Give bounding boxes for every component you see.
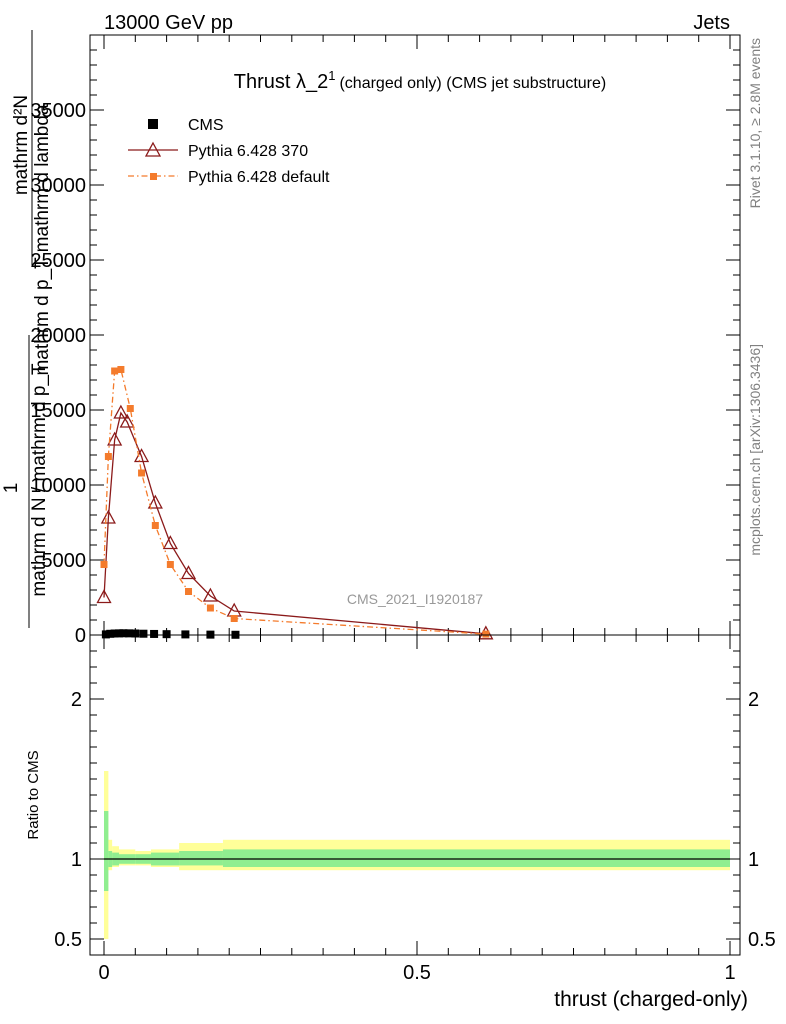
pythia370-point xyxy=(162,535,178,550)
plot-title-main: Thrust λ_2 xyxy=(234,71,328,93)
main-y-tick-label: 0 xyxy=(75,625,86,647)
cms-data-point xyxy=(150,629,159,638)
pythiadefault-point xyxy=(206,604,214,612)
x-axis-label: thrust (charged-only) xyxy=(554,988,748,1011)
header-left-label: 13000 GeV pp xyxy=(104,12,233,34)
mcplots-label: mcplots.cern.ch [arXiv:1306.3436] xyxy=(747,344,763,556)
main-y-tick-label: 20000 xyxy=(30,325,86,347)
pythia370-point xyxy=(100,509,116,524)
ylabel-line-1: mathrm d²N xyxy=(11,95,32,195)
ratio-y-tick-label-left: 0.5 xyxy=(54,929,82,951)
main-y-axis-label: mathrm d²N mathrm d p_T mathrm d lambda … xyxy=(1,30,53,628)
header-right-label: Jets xyxy=(693,12,730,34)
pythiadefault-point xyxy=(166,561,174,568)
pythiadefault-point xyxy=(185,588,193,595)
ylabel-line-4: mathrm d N / mathrm d p_T xyxy=(29,363,50,597)
main-y-tick-label: 35000 xyxy=(30,100,86,122)
cms-data-point xyxy=(162,630,171,639)
pythiadefault-point xyxy=(100,561,108,568)
ratio-inner-band-segment xyxy=(104,811,109,891)
main-y-ticks: 0 5000 10000 15000 20000 25000 30000 35000 xyxy=(30,34,740,647)
main-y-tick-label: 25000 xyxy=(30,250,86,272)
pythiadefault-point xyxy=(117,366,125,373)
rivet-version-label: Rivet 3.1.10, ≥ 2.8M events xyxy=(747,38,763,208)
pythiadefault-point xyxy=(126,405,134,412)
series-line-2 xyxy=(103,368,486,635)
ratio-x-tick-label: 0.5 xyxy=(403,962,431,984)
main-y-tick-label: 15000 xyxy=(30,400,86,422)
pythia370-point xyxy=(96,589,112,604)
pythiadefault-point xyxy=(151,522,159,529)
pythiadefault-point xyxy=(104,453,112,460)
legend-pythiadefault-marker xyxy=(150,173,157,180)
legend-pythiadefault-label: Pythia 6.428 default xyxy=(188,169,330,186)
ratio-y-tick-label-left: 2 xyxy=(71,689,82,711)
ratio-y-tick-label-right: 2 xyxy=(748,689,759,711)
main-y-tick-label: 5000 xyxy=(42,550,87,572)
legend-pythia370-label: Pythia 6.428 370 xyxy=(188,143,308,160)
series-line-1 xyxy=(103,411,486,635)
ratio-inner-band-segment xyxy=(222,849,730,867)
ratio-x-ticks: 0 0.5 1 xyxy=(98,635,736,984)
cms-data-point xyxy=(125,629,134,638)
ratio-y-ticks: 0.5 0.5 1 1 2 2 xyxy=(54,650,776,951)
pythiadefault-point xyxy=(138,469,146,477)
watermark-label: CMS_2021_I1920187 xyxy=(347,591,483,607)
plot-title-rest: (charged only) (CMS jet substructure) xyxy=(339,75,606,92)
pythiadefault-point xyxy=(482,630,490,638)
pythia370-point xyxy=(226,602,242,617)
pythia370-point xyxy=(202,587,219,602)
legend: CMS Pythia 6.428 370 Pythia 6.428 defaul… xyxy=(128,117,330,186)
plot-title-sup: 1 xyxy=(328,68,335,83)
cms-data-point xyxy=(115,629,124,638)
cms-data-point xyxy=(139,629,148,638)
ylabel-line-2: mathrm d p_T mathrm d lambda xyxy=(32,104,53,375)
pythia370-point xyxy=(107,431,123,446)
cms-data-point xyxy=(106,629,115,638)
ylabel-line-3: 1 xyxy=(1,483,22,494)
ratio-plot-frame xyxy=(89,634,741,956)
pythiadefault-point xyxy=(111,367,119,375)
legend-cms-marker xyxy=(148,119,158,129)
cms-data-point xyxy=(101,630,110,639)
ratio-y-tick-label-right: 0.5 xyxy=(748,929,776,951)
ratio-plot-panel: 0.5 0.51 12 2 0 0.5 1 Ratio to CMS thrust (ch… xyxy=(25,634,776,1011)
ratio-y-axis-label: Ratio to CMS xyxy=(25,750,42,839)
pythia370-point xyxy=(119,413,135,428)
cms-data-point xyxy=(119,629,128,638)
cms-data-point xyxy=(110,629,119,638)
pythiadefault-point xyxy=(230,615,238,622)
ratio-uncertainty-bands xyxy=(104,771,730,939)
ratio-x-tick-label: 0 xyxy=(98,962,109,984)
legend-cms-label: CMS xyxy=(188,117,224,134)
ratio-y-tick-label-right: 1 xyxy=(748,849,759,871)
plot-title: Thrust λ_21 (charged only) (CMS jet subst… xyxy=(234,68,606,93)
main-y-tick-label: 30000 xyxy=(30,175,86,197)
main-y-tick-label: 10000 xyxy=(30,475,86,497)
cms-data-point xyxy=(181,630,190,639)
legend-pythia370-marker xyxy=(144,141,162,157)
pythia370-point xyxy=(147,494,163,509)
ratio-inner-band-segment xyxy=(179,851,223,866)
ratio-y-tick-label-left: 1 xyxy=(71,849,82,871)
cms-data-point xyxy=(131,629,140,638)
ratio-x-tick-label: 1 xyxy=(724,962,735,984)
pythia370-point xyxy=(113,404,129,419)
pythia370-point xyxy=(180,565,197,580)
main-plot-panel: 0 5000 10000 15000 20000 25000 30000 35000 CMS_… xyxy=(30,34,741,647)
